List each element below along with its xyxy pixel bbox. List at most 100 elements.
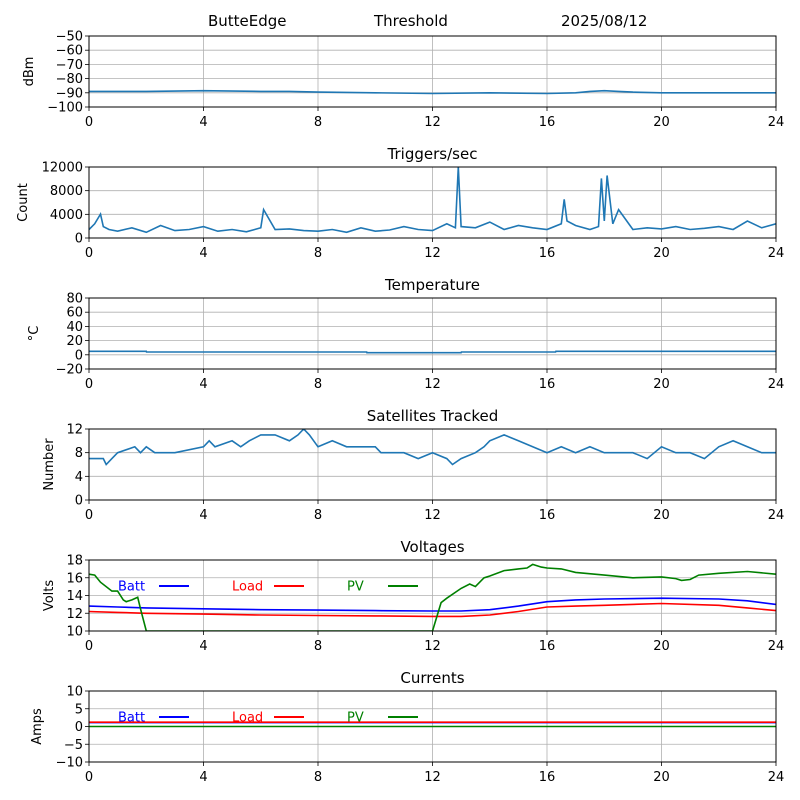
- y-tick-label: −10: [56, 756, 83, 771]
- y-tick-label: 4000: [50, 208, 83, 223]
- x-tick-label: 12: [424, 508, 441, 523]
- y-tick-label: 0: [75, 348, 83, 363]
- y-tick-label: −90: [56, 86, 83, 101]
- y-axis-label: Count: [16, 183, 31, 222]
- legend-label-load: Load: [232, 580, 263, 595]
- y-tick-label: 8000: [50, 184, 83, 199]
- x-tick-label: 24: [768, 246, 785, 261]
- series-line-1: [89, 350, 776, 354]
- x-tick-label: 4: [199, 639, 207, 654]
- x-tick-label: 12: [424, 115, 441, 130]
- y-tick-label: 14: [66, 589, 83, 604]
- x-tick-label: 0: [85, 639, 93, 654]
- x-tick-label: 16: [539, 377, 556, 392]
- y-tick-label: 60: [66, 306, 83, 321]
- header-mode: Threshold: [373, 12, 448, 30]
- x-tick-label: 20: [653, 508, 670, 523]
- x-tick-label: 16: [539, 639, 556, 654]
- y-tick-label: −50: [56, 30, 83, 45]
- y-tick-label: −80: [56, 72, 83, 87]
- header-station: ButteEdge: [208, 12, 287, 30]
- chart-panel-4: 0 4 8 12 0 4 8 12 16 20 24 Satellites Tracked Number: [42, 407, 784, 523]
- y-axis-label: dBm: [22, 57, 37, 87]
- x-tick-label: 20: [653, 246, 670, 261]
- axes-frame: [88, 297, 777, 370]
- x-tick-label: 16: [539, 508, 556, 523]
- x-tick-label: 12: [424, 770, 441, 785]
- axes-frame: [88, 559, 777, 632]
- y-tick-label: 8: [75, 446, 83, 461]
- x-tick-label: 24: [768, 115, 785, 130]
- x-tick-label: 8: [314, 508, 322, 523]
- chart-panel-6: −10 −5 0 5 10 0 4 8 12 16 20 24 Currents Amps Batt Load…: [30, 669, 784, 785]
- x-tick-label: 4: [199, 115, 207, 130]
- legend-label-batt: Batt: [118, 711, 145, 726]
- y-tick-label: 0: [75, 232, 83, 247]
- axes-frame: [88, 428, 777, 501]
- y-tick-label: 18: [66, 554, 83, 569]
- x-tick-label: 0: [85, 115, 93, 130]
- x-tick-label: 8: [314, 115, 322, 130]
- x-tick-label: 16: [539, 770, 556, 785]
- y-tick-label: 10: [66, 625, 83, 640]
- legend-label-batt: Batt: [118, 580, 145, 595]
- chart-panel-1: −100−90−80−70−60−50 0 4 8 12 16 20 24 dBm: [22, 30, 784, 131]
- x-tick-label: 8: [314, 770, 322, 785]
- x-tick-label: 12: [424, 246, 441, 261]
- y-tick-label: 4: [75, 470, 83, 485]
- y-tick-label: 12000: [42, 161, 83, 176]
- y-tick-label: 12: [66, 607, 83, 622]
- y-axis-label: Amps: [30, 708, 45, 745]
- header-date: 2025/08/12: [561, 12, 647, 30]
- legend-label-pv: PV: [347, 711, 364, 726]
- x-tick-label: 12: [424, 377, 441, 392]
- series-line-1: [89, 429, 776, 466]
- y-axis-label: Number: [42, 438, 57, 491]
- x-tick-label: 4: [199, 770, 207, 785]
- axes-frame: [88, 690, 777, 763]
- series-line-1: [89, 89, 776, 95]
- axes-frame: [88, 166, 777, 239]
- x-tick-label: 24: [768, 770, 785, 785]
- y-tick-label: −60: [56, 44, 83, 59]
- chart-panel-5: 10 12 14 16 18 0 4 8 12 16 20 24 Voltages Volts Batt Lo…: [42, 538, 784, 654]
- chart-panel-2: 0 4000 8000 12000 0 4 8 12 16 20 24 Triggers/sec Cou…: [16, 145, 784, 261]
- series-line-batt: [89, 597, 776, 612]
- y-axis-label: °C: [27, 326, 42, 342]
- legend-label-load: Load: [232, 711, 263, 726]
- chart-title: Triggers/sec: [387, 145, 478, 163]
- y-tick-label: 20: [66, 334, 83, 349]
- x-tick-label: 8: [314, 377, 322, 392]
- x-tick-label: 0: [85, 508, 93, 523]
- y-tick-label: 10: [66, 685, 83, 700]
- y-tick-label: −20: [56, 363, 83, 378]
- y-tick-label: 0: [75, 720, 83, 735]
- x-tick-label: 24: [768, 508, 785, 523]
- x-tick-label: 4: [199, 246, 207, 261]
- y-tick-label: −70: [56, 58, 83, 73]
- chart-panels: −100−90−80−70−60−500 4 8 12 16 20 24dBm0400080…: [16, 30, 784, 786]
- y-tick-label: −5: [64, 738, 83, 753]
- x-tick-label: 20: [653, 770, 670, 785]
- x-tick-label: 24: [768, 377, 785, 392]
- x-tick-label: 12: [424, 639, 441, 654]
- x-tick-label: 0: [85, 246, 93, 261]
- x-tick-label: 4: [199, 377, 207, 392]
- x-tick-label: 8: [314, 246, 322, 261]
- chart-title: Voltages: [400, 538, 464, 556]
- y-tick-label: 5: [75, 702, 83, 717]
- legend-label-pv: PV: [347, 580, 364, 595]
- x-tick-label: 16: [539, 246, 556, 261]
- x-tick-label: 4: [199, 508, 207, 523]
- y-tick-label: 40: [66, 320, 83, 335]
- series-line-1: [89, 167, 776, 234]
- chart-title: Satellites Tracked: [367, 407, 498, 425]
- chart-title: Currents: [400, 669, 464, 687]
- series-line-pv: [89, 563, 776, 631]
- y-tick-label: 16: [66, 571, 83, 586]
- y-axis-label: Volts: [42, 580, 57, 612]
- chart-title: Temperature: [384, 276, 480, 294]
